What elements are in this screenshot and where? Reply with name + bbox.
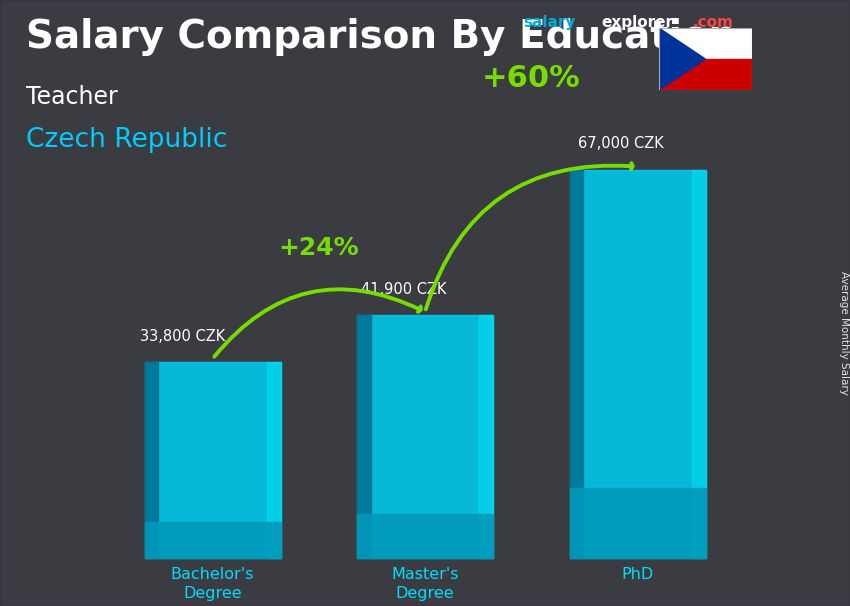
Bar: [144, 522, 280, 558]
Text: Teacher: Teacher: [26, 85, 117, 109]
Text: 33,800 CZK: 33,800 CZK: [140, 328, 225, 344]
Text: salary: salary: [523, 15, 575, 30]
Bar: [357, 514, 493, 558]
Bar: [692, 170, 706, 558]
Bar: [144, 362, 158, 558]
Text: Bachelor's
Degree: Bachelor's Degree: [171, 567, 254, 601]
Bar: [659, 28, 752, 59]
Text: Salary Comparison By Education: Salary Comparison By Education: [26, 18, 736, 56]
Text: Master's
Degree: Master's Degree: [391, 567, 459, 601]
Bar: [144, 362, 280, 558]
Bar: [570, 488, 706, 558]
Bar: [570, 170, 583, 558]
Text: explorer: explorer: [602, 15, 674, 30]
Bar: [357, 315, 493, 558]
Text: .com: .com: [693, 15, 734, 30]
Bar: [570, 170, 706, 558]
Bar: [357, 315, 371, 558]
Text: PhD: PhD: [621, 567, 654, 582]
Text: 67,000 CZK: 67,000 CZK: [578, 136, 664, 152]
Polygon shape: [659, 28, 706, 90]
Text: +24%: +24%: [279, 236, 359, 261]
Bar: [479, 315, 493, 558]
Text: 41,900 CZK: 41,900 CZK: [361, 282, 447, 297]
Bar: [267, 362, 280, 558]
Text: Czech Republic: Czech Republic: [26, 127, 227, 153]
Bar: [659, 59, 752, 90]
Text: Average Monthly Salary: Average Monthly Salary: [839, 271, 849, 395]
Text: +60%: +60%: [482, 64, 581, 93]
